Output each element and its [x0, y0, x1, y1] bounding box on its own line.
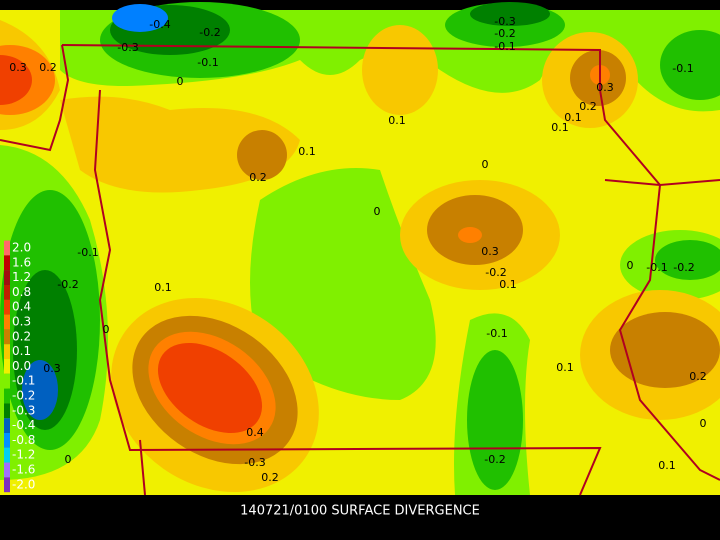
contour-label: -0.2	[494, 27, 515, 40]
legend-label: -2.0	[12, 477, 35, 491]
legend-swatch	[4, 418, 10, 433]
contour-label: 0	[374, 205, 381, 218]
contour-label: 0.2	[689, 370, 707, 383]
contour-label: 0.1	[154, 281, 172, 294]
legend-swatch	[4, 270, 10, 285]
contour-label: -0.1	[494, 40, 515, 53]
contour-label: 0	[482, 158, 489, 171]
contour-label: -0.2	[484, 453, 505, 466]
legend-label: 0.3	[12, 315, 31, 329]
legend-swatch	[4, 462, 10, 478]
state-borders	[0, 44, 720, 496]
legend-swatch	[4, 373, 10, 389]
legend-label: 0.2	[12, 329, 31, 343]
contour-label: -0.3	[117, 41, 138, 54]
contour-label: -0.1	[197, 56, 218, 69]
legend-swatch	[4, 388, 10, 404]
legend: 2.01.61.20.80.40.30.20.10.0-0.1-0.2-0.3-…	[4, 241, 35, 493]
contour-label: -0.2	[485, 266, 506, 279]
contour-label: 0.1	[551, 121, 569, 134]
contour-label: -0.2	[199, 26, 220, 39]
legend-swatch	[4, 433, 10, 448]
legend-label: -0.3	[12, 403, 35, 417]
legend-label: -1.6	[12, 463, 35, 477]
contour-label: -0.2	[57, 278, 78, 291]
contour-label: -0.1	[77, 246, 98, 259]
contour-label: -0.1	[672, 62, 693, 75]
legend-label: -1.2	[12, 448, 35, 462]
contour-label: 0	[103, 323, 110, 336]
legend-swatch	[4, 329, 10, 345]
legend-label: -0.8	[12, 433, 35, 447]
contour-labels: -0.4-0.2-0.3-0.100.3 0.2-0.3-0.2-0.1-0.10…	[9, 15, 707, 484]
contour-label: 0.1	[298, 145, 316, 158]
legend-label: 2.0	[12, 241, 31, 255]
legend-swatch	[4, 240, 10, 256]
contour-label: 0	[627, 259, 634, 272]
legend-label: 0.4	[12, 300, 31, 314]
contour-label: -0.4	[149, 18, 170, 31]
legend-label: 0.1	[12, 344, 31, 358]
contour-label: -0.3	[244, 456, 265, 469]
legend-swatch	[4, 344, 10, 359]
legend-swatch	[4, 255, 10, 271]
contour-label: 0.2	[249, 171, 267, 184]
contour-label: 0	[700, 417, 707, 430]
contour-label: 0.1	[564, 111, 582, 124]
contour-label: 0.1	[658, 459, 676, 472]
contour-label: 0.2	[261, 471, 279, 484]
legend-swatch	[4, 477, 10, 493]
legend-label: 0.8	[12, 285, 31, 299]
contour-label: 0.1	[556, 361, 574, 374]
legend-swatch	[4, 403, 10, 419]
legend-label: -0.2	[12, 389, 35, 403]
contour-label: 0	[177, 75, 184, 88]
title: 140721/0100 SURFACE DIVERGENCE	[240, 504, 480, 519]
contour-label: 0.3	[9, 61, 27, 74]
legend-swatch	[4, 314, 10, 330]
contour-label: 0	[65, 453, 72, 466]
legend-swatch	[4, 285, 10, 300]
legend-label: 1.2	[12, 270, 31, 284]
contour-label: -0.3	[494, 15, 515, 28]
contour-label: -0.1	[646, 261, 667, 274]
legend-swatch	[4, 447, 10, 463]
contour-label: 0.2	[579, 100, 597, 113]
legend-label: -0.4	[12, 418, 35, 432]
contour-label: 0.4	[246, 426, 264, 439]
contour-label: 0.2	[39, 61, 57, 74]
contour-label: 0.3	[596, 81, 614, 94]
legend-label: 0.0	[12, 359, 31, 373]
contour-label: 0.3	[481, 245, 499, 258]
contour-label: -0.2	[673, 261, 694, 274]
legend-label: -0.1	[12, 374, 35, 388]
contour-label: 0.1	[388, 114, 406, 127]
legend-label: 1.6	[12, 255, 31, 269]
legend-swatch	[4, 299, 10, 315]
contour-label: 0.1	[499, 278, 517, 291]
contour-label: 0.3	[43, 362, 61, 375]
legend-swatch	[4, 359, 10, 374]
contour-label: -0.1	[486, 327, 507, 340]
